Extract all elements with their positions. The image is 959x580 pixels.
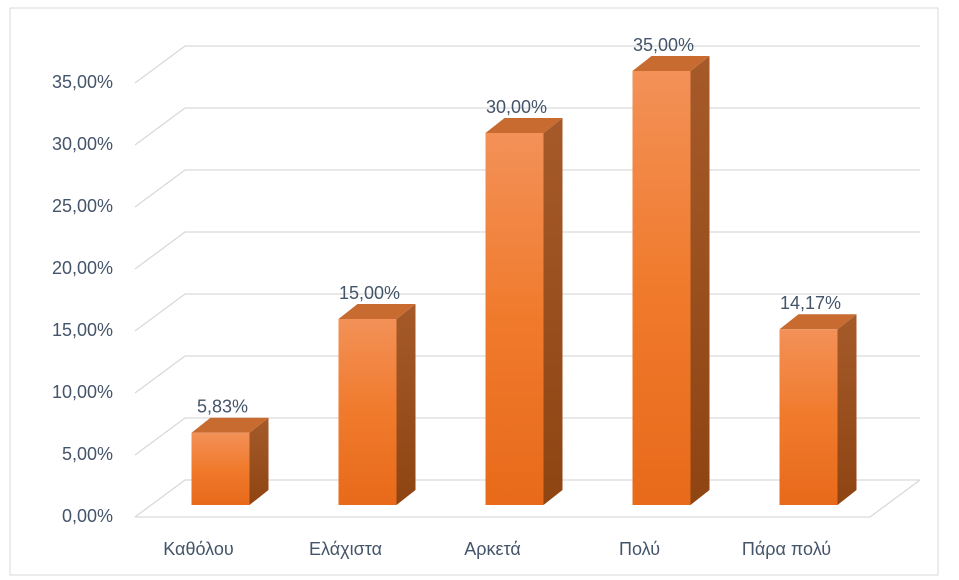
value-label: 35,00% — [633, 35, 694, 55]
y-tick-label: 20,00% — [52, 258, 113, 278]
bar — [191, 417, 269, 505]
y-tick-label: 25,00% — [52, 196, 113, 216]
value-label: 30,00% — [486, 97, 547, 117]
x-tick-label: Ελάχιστα — [309, 539, 382, 559]
bar — [338, 304, 416, 505]
bar-side — [837, 314, 857, 505]
value-label: 5,83% — [197, 396, 248, 416]
bar — [485, 118, 563, 505]
x-tick-label: Πολύ — [619, 539, 660, 559]
y-tick-label: 30,00% — [52, 134, 113, 154]
x-tick-label: Πάρα πολύ — [742, 539, 831, 559]
bar — [779, 314, 857, 505]
bar — [632, 56, 710, 505]
x-tick-label: Αρκετά — [464, 539, 521, 559]
bar-top — [485, 118, 563, 133]
bar-top — [338, 304, 416, 319]
bar-top — [191, 417, 269, 433]
bar-front — [632, 71, 691, 505]
floor-line — [135, 479, 921, 518]
bar-side — [249, 417, 269, 505]
bar-front — [338, 319, 397, 505]
bar-front — [485, 133, 544, 505]
bar-side — [543, 118, 563, 505]
x-tick-label: Καθόλου — [163, 539, 233, 559]
bar-front — [779, 329, 838, 505]
chart-border — [9, 7, 939, 576]
bar-front — [191, 432, 250, 505]
bar-top — [632, 56, 710, 71]
y-tick-label: 5,00% — [62, 444, 113, 464]
y-tick-label: 15,00% — [52, 320, 113, 340]
y-tick-label: 0,00% — [62, 506, 113, 526]
bar-side — [396, 304, 416, 505]
grid-line — [134, 45, 920, 84]
value-label: 14,17% — [780, 293, 841, 313]
bar-side — [690, 56, 710, 505]
value-label: 15,00% — [339, 283, 400, 303]
bar-top — [779, 314, 857, 330]
y-tick-label: 35,00% — [52, 72, 113, 92]
y-tick-label: 10,00% — [52, 382, 113, 402]
